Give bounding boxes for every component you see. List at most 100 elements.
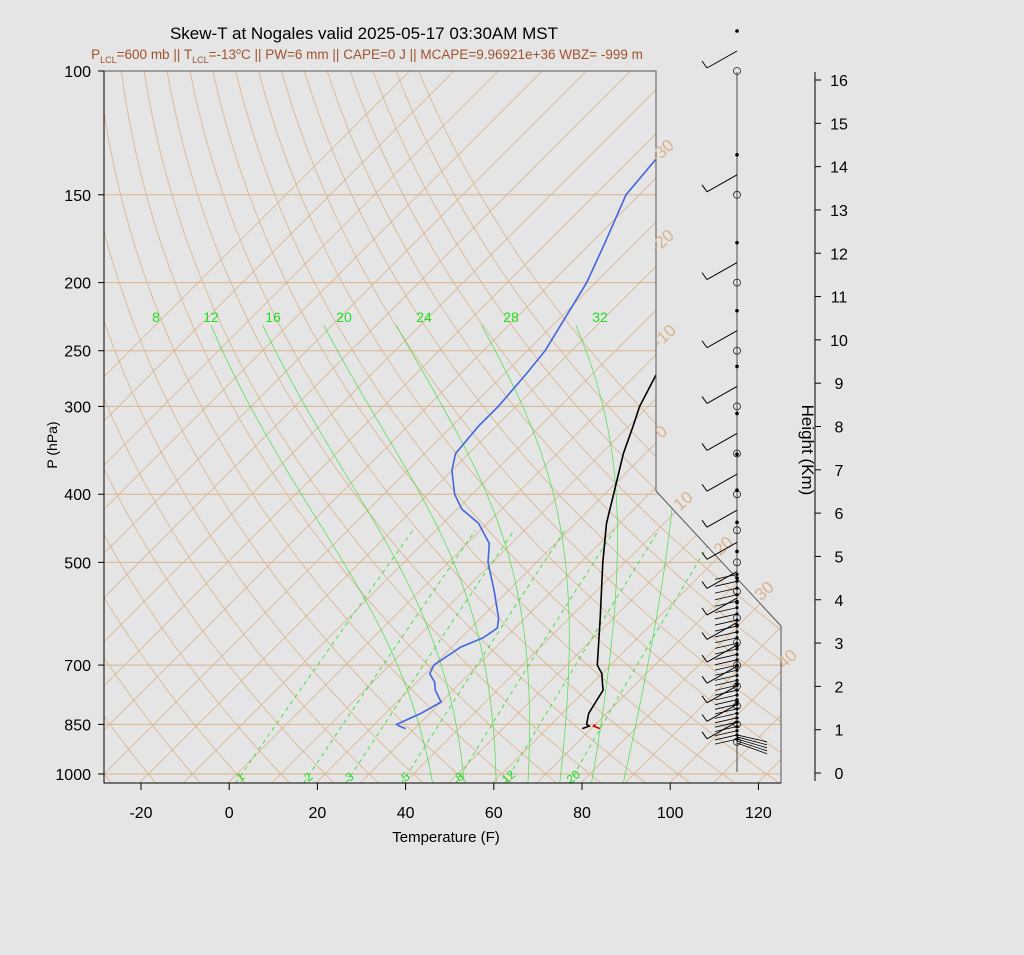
isotherm-line [104,71,631,783]
dry-adiabat-line [235,71,780,783]
temperature-tick-label: 120 [745,805,772,822]
mixing-ratio-line [401,529,566,783]
dry-adiabat-line [281,71,781,783]
height-tick-label: 12 [830,246,848,263]
wind-barb [706,644,738,663]
wind-dot [735,702,739,706]
wind-barb [714,631,738,638]
dry-adiabat-line [143,71,602,783]
wind-barb [736,738,768,749]
wind-calm-marker [733,402,741,411]
isotherm-line [448,71,781,783]
wind-barb-flag [701,552,708,560]
wind-barb [714,573,738,580]
isotherm-line [104,71,764,783]
wind-dot [735,720,739,724]
moist-adiabat-label: 20 [336,309,352,325]
wind-calm-marker [733,661,741,669]
wind-barb-flag [701,654,708,663]
wind-barb [714,730,738,737]
wind-barb [714,734,738,741]
wind-dot [735,641,739,645]
dry-adiabat-line [104,71,468,783]
wind-barb [714,600,738,607]
wind-barb [714,717,738,724]
moist-adiabat-label: 16 [265,309,281,325]
height-axis-title: Height (Km) [798,405,817,496]
isotherm-line [104,71,499,783]
wind-barb [714,580,738,587]
moist-adiabat-label: 12 [203,309,219,325]
wind-dot [735,488,739,492]
pressure-tick-label: 100 [64,64,91,81]
wind-barb [714,625,738,632]
moist-adiabat-label: 24 [416,309,432,325]
wind-barb [714,689,738,696]
wind-dot [735,644,739,648]
dry-adiabat-line [104,71,157,783]
dry-adiabat-line [104,71,246,783]
wind-barb [714,669,738,676]
wind-barb [714,643,738,649]
moist-adiabat-line [575,325,618,783]
dry-adiabat-line [120,71,557,783]
wind-dot [735,452,739,457]
isotherm-line [104,71,455,783]
wind-dot [735,29,739,33]
wind-barb-flag [701,396,708,404]
mixing-ratio-line [569,529,718,783]
pressure-tick-label: 250 [64,344,91,361]
dry-adiabat-line [104,71,513,783]
wind-dot [735,586,739,590]
height-tick-label: 7 [835,463,844,480]
wind-barb [714,708,738,715]
temperature-tick-label: 60 [485,805,503,822]
height-tick-label: 2 [835,679,844,696]
wind-dot [735,729,739,733]
wind-calm-marker [733,278,741,287]
wind-dot [735,549,739,554]
wind-barb [714,619,738,626]
dry-adiabat-line [104,71,379,783]
wind-barb [714,703,738,710]
isotherm-line [536,71,781,783]
isotherm-line [104,71,587,783]
pressure-tick-label: 500 [64,555,91,572]
wind-barb-flag [701,519,708,528]
wind-barb-flag [701,340,708,349]
mixing-ratio-line [455,529,615,783]
dry-adiabat-grid [104,71,781,783]
mixing-ratio-line [504,529,660,783]
temperature-tick-label: 100 [657,805,684,822]
wind-barb [706,665,738,684]
wind-dot [735,152,739,157]
wind-dot [735,673,739,677]
wind-dot [735,698,739,702]
wind-barb [714,659,738,666]
isobar-grid [104,71,781,775]
wind-dot [735,652,739,657]
mixing-ratio-line [235,529,414,783]
x-axis-title: Temperature (F) [392,829,500,846]
wind-barb [736,740,768,752]
y-axis-title: P (hPa) [44,421,60,468]
height-tick-label: 5 [835,549,844,566]
isotherm-line [846,71,1024,783]
wind-calm-marker [733,67,741,75]
height-tick-label: 4 [835,593,844,610]
dry-adiabat-line [104,71,424,783]
isotherm-line [227,71,781,783]
dry-adiabat-line [104,71,335,783]
wind-barb [714,637,738,644]
moist-adiabat-label: 28 [503,309,519,325]
wind-barb [714,613,738,620]
isotherm-line [978,71,1024,783]
isotherm-line [757,71,781,783]
pressure-tick-label: 200 [64,276,91,293]
wind-barb [706,433,738,451]
wind-barb [706,50,738,69]
wind-barb [714,699,738,706]
wind-dot [735,647,739,651]
pressure-tick-label: 850 [64,717,91,734]
